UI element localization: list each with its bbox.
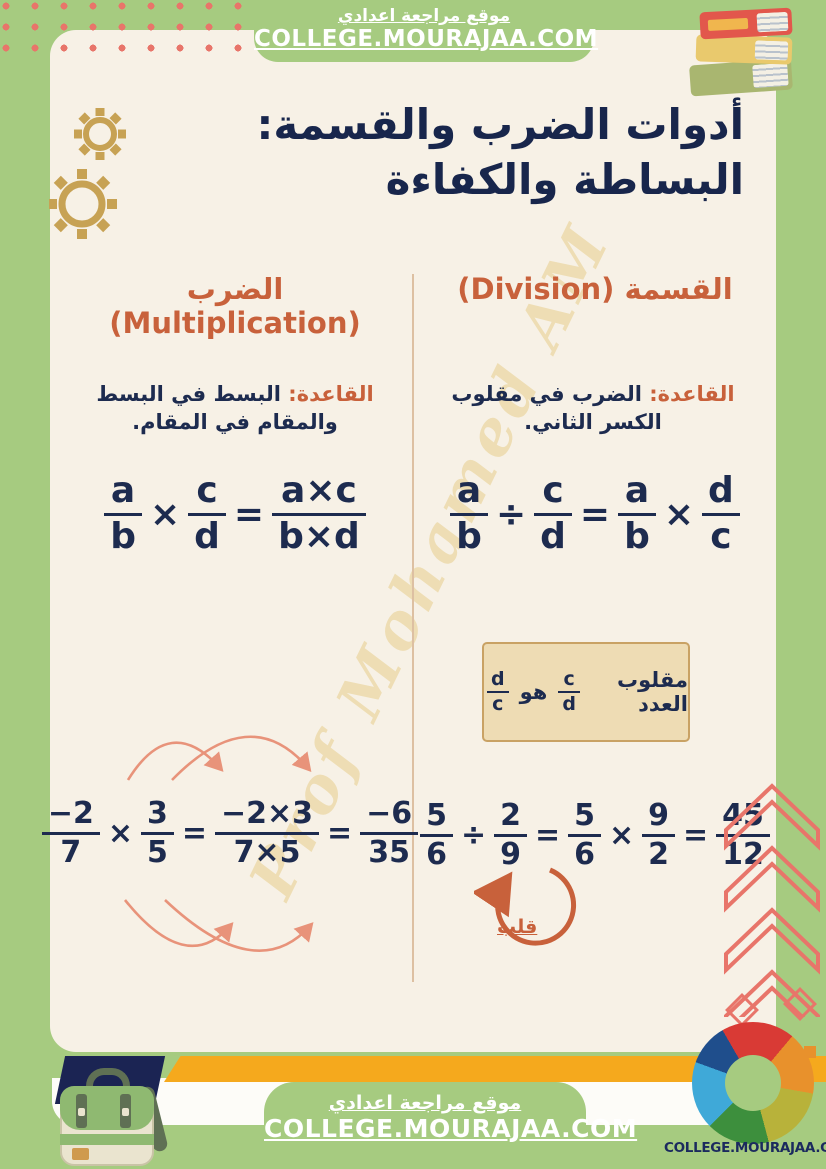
reciprocal-note-box: مقلوب العدد c d هو d c bbox=[482, 642, 690, 742]
chevron-decoration bbox=[724, 783, 820, 1017]
header-site-name-link[interactable]: موقع مراجعة اعدادي bbox=[337, 6, 511, 26]
fraction: a b bbox=[450, 471, 488, 557]
fraction: 5 6 bbox=[568, 799, 601, 872]
rule-text: البسط في البسط والمقام في المقام. bbox=[96, 382, 338, 435]
footer-site-url-link[interactable]: COLLEGE.MOURAJAA.COM bbox=[264, 1114, 638, 1143]
fraction: a b bbox=[618, 471, 656, 557]
header-site-banner: موقع مراجعة اعدادي COLLEGE.MOURAJAA.COM bbox=[254, 0, 599, 62]
multiplication-heading: الضرب (Multiplication) bbox=[109, 272, 361, 340]
backpack-band bbox=[60, 1134, 154, 1145]
note-text-start: مقلوب العدد bbox=[617, 668, 688, 716]
logo-chip bbox=[804, 1046, 816, 1058]
cross-multiply-arrows bbox=[123, 735, 314, 952]
backpack-flap bbox=[60, 1086, 154, 1130]
times-operator: × bbox=[609, 818, 635, 854]
equals-sign: = bbox=[233, 493, 265, 535]
multiplication-example: −2 7 × 3 5 = −2×3 7×5 = −6 35 bbox=[41, 797, 419, 870]
fraction: d c bbox=[702, 471, 740, 557]
fraction: 2 9 bbox=[494, 799, 527, 872]
dot-pattern-decoration bbox=[0, 0, 252, 62]
column-divider bbox=[412, 274, 414, 982]
division-rule: القاعدة: الضرب في مقلوب الكسر الثاني. bbox=[428, 380, 758, 437]
footer-site-name-link[interactable]: موقع مراجعة اعدادي bbox=[328, 1092, 522, 1114]
equals-sign: = bbox=[327, 816, 353, 852]
fraction: c d bbox=[534, 471, 572, 557]
fraction: −2 7 bbox=[41, 797, 100, 870]
book-red bbox=[699, 7, 793, 40]
backpack-buckle bbox=[120, 1094, 131, 1128]
rule-label: القاعدة: bbox=[649, 382, 735, 406]
fraction: c d bbox=[558, 669, 580, 714]
header-site-url-link[interactable]: COLLEGE.MOURAJAA.COM bbox=[254, 26, 599, 52]
backpack-buckle bbox=[76, 1094, 87, 1128]
backpack-handle bbox=[86, 1068, 130, 1094]
backpack-icon bbox=[28, 1060, 188, 1169]
fraction: d c bbox=[487, 669, 509, 714]
equals-sign: = bbox=[579, 493, 611, 535]
fraction: c d bbox=[188, 471, 226, 557]
times-operator: × bbox=[149, 493, 181, 535]
multiplication-rule: القاعدة: البسط في البسط والمقام في المقا… bbox=[60, 380, 410, 437]
logo-center bbox=[725, 1055, 781, 1111]
rule-text: الضرب في مقلوب الكسر الثاني. bbox=[451, 382, 662, 435]
fraction: −6 35 bbox=[360, 797, 419, 870]
fraction: −2×3 7×5 bbox=[215, 797, 320, 870]
equals-sign: = bbox=[534, 818, 561, 854]
division-heading: القسمة (Division) bbox=[457, 272, 733, 306]
equals-sign: = bbox=[683, 818, 709, 854]
education-logo-ring bbox=[692, 1022, 816, 1144]
flip-label: قلب bbox=[497, 916, 538, 938]
times-operator: × bbox=[107, 816, 133, 852]
divide-operator: ÷ bbox=[460, 818, 487, 854]
gears-icon bbox=[49, 108, 126, 239]
multiplication-formula: a b × c d = a×c b×d bbox=[80, 471, 390, 557]
books-stack-icon bbox=[686, 4, 806, 100]
rule-label: القاعدة: bbox=[288, 382, 374, 406]
fraction: 3 5 bbox=[140, 797, 174, 870]
logo-caption[interactable]: COLLEGE.MOURAJAA.COM bbox=[664, 1140, 826, 1156]
backpack-patch bbox=[72, 1148, 89, 1160]
times-operator: × bbox=[663, 493, 695, 535]
divide-operator: ÷ bbox=[495, 493, 527, 535]
fraction: a×c b×d bbox=[272, 471, 366, 557]
equals-sign: = bbox=[181, 816, 207, 852]
footer-site-banner: موقع مراجعة اعدادي COLLEGE.MOURAJAA.COM bbox=[264, 1082, 638, 1166]
note-text-mid: هو bbox=[519, 680, 548, 704]
division-formula: a b ÷ c d = a b × d c bbox=[430, 471, 760, 557]
fraction: 5 6 bbox=[420, 799, 453, 872]
page-title: أدوات الضرب والقسمة: البساطة والكفاءة bbox=[256, 100, 744, 204]
fraction: a b bbox=[104, 471, 142, 557]
fraction: 9 2 bbox=[642, 799, 676, 872]
flip-arrow-icon bbox=[474, 867, 577, 946]
